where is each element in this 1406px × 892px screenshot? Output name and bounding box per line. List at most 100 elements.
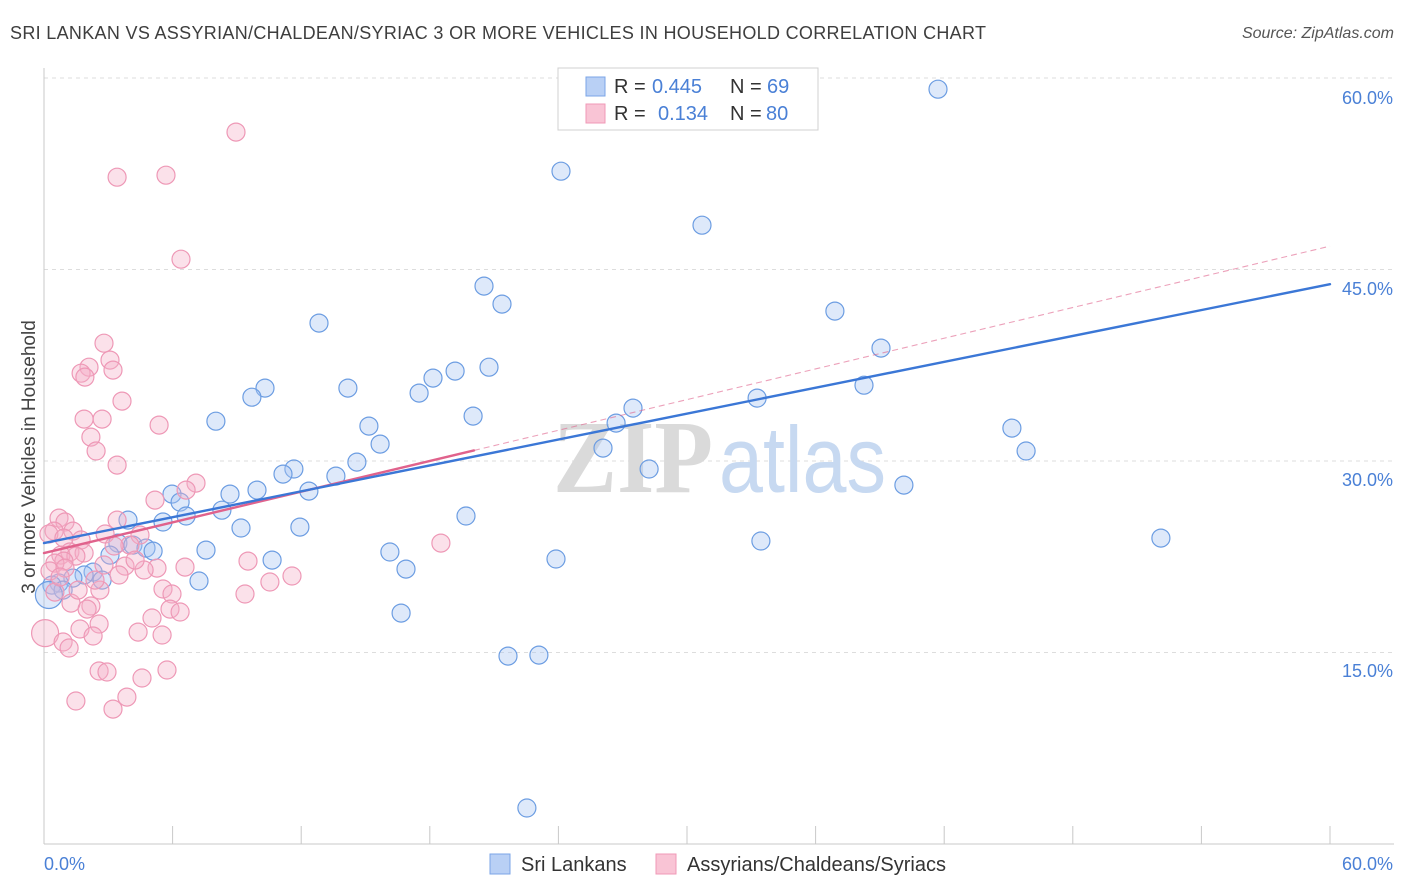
sri-lankan-point <box>273 464 293 484</box>
x-tick-label-60: 60.0% <box>1342 854 1393 874</box>
sri-lankan-point <box>34 580 64 610</box>
assyrian-point <box>55 558 75 578</box>
sri-lankan-point <box>894 475 914 495</box>
sri-lankan-point <box>255 378 275 398</box>
assyrian-point <box>128 622 148 642</box>
assyrian-point <box>152 625 172 645</box>
assyrian-point <box>156 165 176 185</box>
assyrian-point <box>97 662 117 682</box>
y-tick-label-30: 30.0% <box>1342 470 1393 490</box>
series-legend-label-sri-lankans: Sri Lankans <box>521 854 627 876</box>
assyrian-point <box>125 550 145 570</box>
assyrian-point <box>30 618 60 648</box>
sri-lankan-point <box>825 301 845 321</box>
assyrian-point <box>142 608 162 628</box>
sri-lankan-point <box>546 549 566 569</box>
x-tick-label-0: 0.0% <box>44 854 85 874</box>
y-tick-label-45: 45.0% <box>1342 279 1393 299</box>
assyrian-point <box>104 536 124 556</box>
sri-lankan-point <box>309 313 329 333</box>
series-legend: Sri Lankans Assyrians/Chaldeans/Syriacs <box>489 853 946 876</box>
assyrian-point <box>75 367 95 387</box>
y-axis-title: 3 or more Vehicles in Household <box>19 320 40 594</box>
sri-lankan-point <box>445 361 465 381</box>
assyrian-point <box>77 599 97 619</box>
sri-lankan-point <box>100 545 120 565</box>
legend-r-label: R = <box>614 76 646 98</box>
sri-lankan-point <box>262 550 282 570</box>
assyrian-point <box>107 455 127 475</box>
watermark-zip: ZIP <box>553 400 713 515</box>
assyrian-point <box>40 561 60 581</box>
assyrian-point <box>145 490 165 510</box>
sri-lankan-point <box>692 215 712 235</box>
assyrian-point <box>107 167 127 187</box>
assyrian-point <box>109 565 129 585</box>
legend-swatch-sri-lankans <box>585 76 606 97</box>
sri-lankan-points <box>34 79 1171 818</box>
legend-r-value-sri-lankans: 0.445 <box>652 76 702 98</box>
sri-lankan-point <box>380 542 400 562</box>
sri-lankan-point <box>189 571 209 591</box>
assyrian-point <box>90 580 110 600</box>
y-tick-label-60: 60.0% <box>1342 88 1393 108</box>
assyrian-point <box>94 333 114 353</box>
sri-lankan-point <box>1016 441 1036 461</box>
sri-lankan-point <box>854 375 874 395</box>
assyrian-point <box>83 626 103 646</box>
sri-lankan-point <box>391 603 411 623</box>
sri-lankan-point <box>247 480 267 500</box>
assyrian-point <box>238 551 258 571</box>
sri-lankan-point <box>1002 418 1022 438</box>
assyrian-point <box>260 572 280 592</box>
assyrian-point <box>149 415 169 435</box>
series-legend-swatch-sri-lankans <box>489 853 511 875</box>
assyrian-point <box>89 661 109 681</box>
sri-lankan-point <box>474 276 494 296</box>
assyrian-point <box>170 602 190 622</box>
sri-lankan-point <box>593 438 613 458</box>
assyrian-point <box>85 570 105 590</box>
sri-lankan-point <box>220 484 240 504</box>
watermark-atlas: atlas <box>719 407 886 512</box>
sri-lankan-point <box>359 416 379 436</box>
sri-lankan-point <box>242 387 262 407</box>
assyrian-point <box>92 409 112 429</box>
assyrian-point <box>153 579 173 599</box>
assyrian-trend-extension <box>473 245 1331 451</box>
assyrian-trend-line <box>42 449 476 555</box>
sri-lankan-point <box>231 518 251 538</box>
sri-lankan-trend-line <box>42 282 1332 545</box>
assyrian-point <box>162 584 182 604</box>
sri-lankan-point <box>143 541 163 561</box>
series-legend-swatch-assyrians <box>655 853 677 875</box>
sri-lankan-point <box>206 411 226 431</box>
assyrian-point <box>431 533 451 553</box>
assyrian-point <box>235 584 255 604</box>
assyrian-point <box>176 480 196 500</box>
sri-lankan-point <box>284 459 304 479</box>
assyrian-point <box>117 687 137 707</box>
assyrian-point <box>66 546 86 566</box>
sri-lankan-point <box>551 161 571 181</box>
points-layer <box>30 79 1171 818</box>
assyrian-point <box>282 566 302 586</box>
sri-lankan-point <box>623 398 643 418</box>
assyrian-point <box>86 441 106 461</box>
legend-r-value-assyrians: 0.134 <box>658 103 708 125</box>
sri-lankan-point <box>492 294 512 314</box>
legend-r-label: R = <box>614 103 646 125</box>
assyrian-point <box>59 638 79 658</box>
assyrian-point <box>94 555 114 575</box>
assyrian-point <box>50 567 70 587</box>
assyrian-point <box>103 360 123 380</box>
series-legend-label-assyrians: Assyrians/Chaldeans/Syriacs <box>687 854 946 876</box>
assyrian-point <box>157 660 177 680</box>
sri-lankan-point <box>456 506 476 526</box>
sri-lankan-point <box>1151 528 1171 548</box>
legend-n-label: N = <box>730 76 762 98</box>
sri-lankan-point <box>498 646 518 666</box>
legend-n-value-assyrians: 80 <box>766 103 788 125</box>
assyrian-point <box>74 409 94 429</box>
